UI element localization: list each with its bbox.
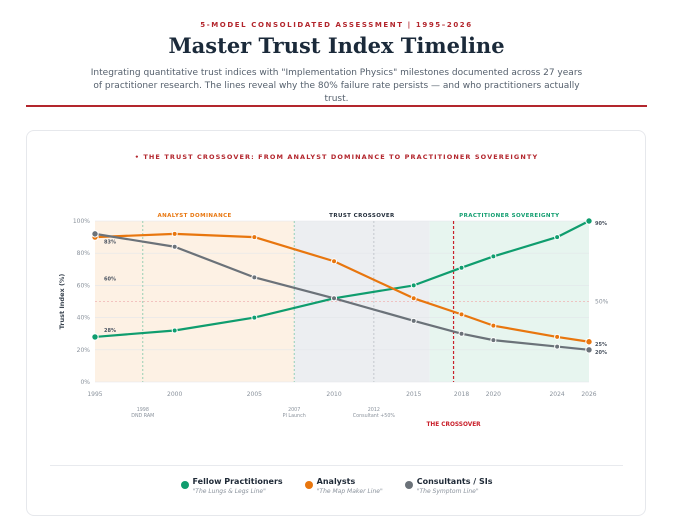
legend-label: Consultants / SIs — [416, 477, 493, 486]
y-tick-label: 0% — [80, 379, 90, 386]
data-point-practitioners — [458, 264, 465, 271]
x-tick-label: 2015 — [406, 391, 421, 398]
x-tick-label: 2005 — [247, 391, 262, 398]
y-tick-label: 20% — [77, 347, 91, 354]
y-tick-label: 100% — [73, 218, 90, 225]
legend-swatch-practitioners — [180, 481, 189, 489]
zone-label: PRACTITIONER SOVEREIGNTY — [459, 213, 560, 219]
data-point-analysts — [458, 311, 465, 318]
data-point-analysts — [410, 295, 417, 302]
data-point-consultants — [585, 346, 593, 354]
data-label: 90% — [595, 221, 607, 227]
legend-swatch-analysts — [304, 481, 313, 489]
milestone-year: 1998 — [137, 407, 149, 413]
page-subtitle: Integrating quantitative trust indices w… — [90, 68, 583, 104]
data-point-consultants — [91, 230, 99, 238]
legend-sublabel: "The Lungs & Legs Line" — [192, 488, 266, 495]
data-point-consultants — [331, 295, 338, 302]
data-point-analysts — [585, 338, 593, 346]
data-point-analysts — [490, 322, 497, 329]
legend-item-consultants[interactable]: Consultants / SIs "The Symptom Line" — [404, 477, 493, 496]
data-point-practitioners — [251, 314, 258, 321]
y-tick-label: 40% — [77, 315, 91, 322]
milestone-label: PI Launch — [283, 413, 306, 419]
x-tick-label: 1995 — [87, 391, 102, 398]
page-kicker: 5-MODEL CONSOLIDATED ASSESSMENT | 1995–2… — [200, 21, 473, 29]
reference-label: 50% — [595, 299, 609, 306]
zone-label: ANALYST DOMINANCE — [157, 213, 231, 219]
data-point-analysts — [251, 234, 258, 241]
milestone-label: Consultant +50% — [353, 413, 396, 419]
y-tick-label: 60% — [77, 282, 91, 289]
data-point-practitioners — [91, 333, 99, 341]
legend-swatch-consultants — [404, 481, 413, 489]
legend-label: Fellow Practitioners — [192, 477, 283, 486]
data-point-analysts — [331, 258, 338, 265]
data-label: 60% — [104, 276, 116, 282]
x-tick-label: 2026 — [581, 391, 596, 398]
y-tick-label: 80% — [77, 250, 91, 257]
legend-item-analysts[interactable]: Analysts "The Map Maker Line" — [304, 477, 383, 496]
chart-legend: Fellow Practitioners "The Lungs & Legs L… — [0, 477, 673, 496]
data-point-consultants — [251, 274, 258, 281]
legend-divider — [50, 465, 623, 466]
header-divider — [26, 105, 647, 107]
data-point-consultants — [171, 243, 178, 250]
legend-sublabel: "The Symptom Line" — [416, 488, 479, 495]
data-point-consultants — [554, 343, 561, 350]
data-point-consultants — [410, 317, 417, 324]
data-point-practitioners — [171, 327, 178, 334]
x-tick-label: 2000 — [167, 391, 182, 398]
data-point-practitioners — [554, 234, 561, 241]
x-tick-label: 2024 — [549, 391, 564, 398]
data-point-analysts — [554, 333, 561, 340]
data-label: 20% — [595, 350, 607, 356]
data-point-practitioners — [410, 282, 417, 289]
milestone-year: 2012 — [368, 407, 380, 413]
data-point-practitioners — [585, 217, 593, 225]
data-point-practitioners — [490, 253, 497, 260]
x-tick-label: 2020 — [486, 391, 501, 398]
page-title: Master Trust Index Timeline — [168, 33, 505, 58]
legend-sublabel: "The Map Maker Line" — [316, 488, 383, 495]
data-point-analysts — [171, 230, 178, 237]
data-label: 25% — [595, 342, 607, 348]
data-label: 83% — [104, 239, 116, 245]
zone-band — [294, 221, 430, 382]
x-tick-label: 2010 — [326, 391, 341, 398]
y-axis-label: Trust Index (%) — [58, 274, 66, 330]
milestone-year: 2007 — [288, 407, 300, 413]
milestone-label: DND RAM — [131, 413, 154, 419]
crossover-label: THE CROSSOVER — [426, 422, 481, 428]
legend-item-practitioners[interactable]: Fellow Practitioners "The Lungs & Legs L… — [180, 477, 283, 496]
chart-title: • THE TRUST CROSSOVER: FROM ANALYST DOMI… — [134, 153, 539, 161]
x-tick-label: 2018 — [454, 391, 469, 398]
data-point-consultants — [490, 337, 497, 344]
zone-label: TRUST CROSSOVER — [329, 213, 395, 219]
legend-label: Analysts — [316, 477, 356, 486]
data-label: 28% — [104, 328, 116, 334]
data-point-consultants — [458, 330, 465, 337]
